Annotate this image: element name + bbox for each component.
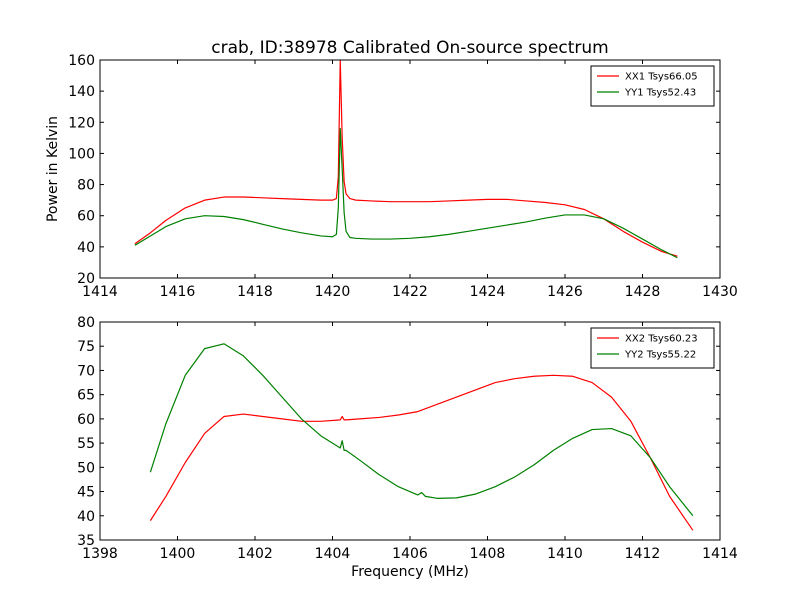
chart-bottom-legend: XX2 Tsys60.23 YY2 Tsys55.22 (590, 327, 715, 369)
chart-0-series-1-line (134, 127, 678, 259)
chart-0-ytick-label: 160 (68, 53, 95, 69)
chart-1-ytick-label: 40 (77, 509, 95, 525)
chart-0-xtick-label: 1416 (160, 284, 196, 300)
chart-0-legend-label: YY1 Tsys52.43 (624, 88, 696, 99)
chart-0-legend-label: XX1 Tsys66.05 (625, 72, 698, 83)
chart-1-legend-label: YY2 Tsys55.22 (624, 350, 696, 361)
chart-1-xtick-label: 1410 (547, 546, 583, 562)
chart-top-legend: XX1 Tsys66.05 YY1 Tsys52.43 (590, 65, 715, 107)
chart-1-xtick-label: 1412 (625, 546, 661, 562)
chart-0-ytick-label: 120 (68, 115, 95, 131)
chart-0-xtick-label: 1426 (547, 284, 583, 300)
chart-top-plot-area: 1414 1416 1418 1420 1422 1424 1426 1428 1430 20 40… (68, 53, 738, 300)
chart-1-ytick-label: 35 (77, 533, 95, 549)
chart-1-legend-box (590, 327, 715, 369)
chart-1-ytick-label: 45 (77, 485, 95, 501)
chart-1-xtick-label: 1402 (237, 546, 273, 562)
chart-bottom: Frequency (MHz) 1398 1400 1402 1404 1406 1408… (77, 315, 738, 580)
chart-1-ytick-label: 55 (77, 436, 95, 452)
chart-1-xtick-label: 1408 (470, 546, 506, 562)
chart-1-xtick-label: 1406 (392, 546, 428, 562)
chart-0-ytick-label: 80 (77, 178, 95, 194)
chart-1-series-0-line (149, 374, 694, 531)
chart-1-ytick-label: 75 (77, 339, 95, 355)
chart-1-ytick-label: 80 (77, 315, 95, 331)
chart-0-xtick-label: 1414 (82, 284, 118, 300)
chart-0-series-0-line (134, 60, 678, 257)
chart-0-ytick-label: 100 (68, 146, 95, 162)
chart-0-ytick-label: 140 (68, 84, 95, 100)
chart-0-xtick-label: 1420 (315, 284, 351, 300)
chart-0-xtick-label: 1428 (625, 284, 661, 300)
chart-1-xtick-label: 1414 (702, 546, 738, 562)
chart-0-xtick-label: 1424 (470, 284, 506, 300)
chart-0-ytick-label: 60 (77, 209, 95, 225)
chart-1-ytick-label: 65 (77, 388, 95, 404)
chart-top-title: crab, ID:38978 Calibrated On-source spec… (211, 38, 609, 58)
chart-1-ytick-label: 60 (77, 412, 95, 428)
chart-1-ytick-label: 50 (77, 460, 95, 476)
chart-1-xtick-label: 1404 (315, 546, 351, 562)
chart-top: crab, ID:38978 Calibrated On-source spec… (45, 38, 738, 300)
chart-0-xtick-label: 1430 (702, 284, 738, 300)
chart-1-ytick-label: 70 (77, 363, 95, 379)
chart-top-ylabel: Power in Kelvin (45, 116, 61, 222)
chart-0-ytick-label: 40 (77, 240, 95, 256)
chart-1-xtick-label: 1400 (160, 546, 196, 562)
chart-0-ytick-label: 20 (77, 271, 95, 287)
chart-0-legend-box (590, 65, 715, 107)
chart-1-xtick-label: 1398 (82, 546, 118, 562)
chart-1-legend-label: XX2 Tsys60.23 (625, 334, 698, 345)
chart-bottom-xlabel: Frequency (MHz) (351, 564, 469, 580)
chart-1-series-1-line (149, 343, 694, 517)
chart-0-xtick-label: 1422 (392, 284, 428, 300)
chart-bottom-plot-area: 1398 1400 1402 1404 1406 1408 1410 1412 1414 35 40… (77, 315, 738, 562)
chart-0-xtick-label: 1418 (237, 284, 273, 300)
